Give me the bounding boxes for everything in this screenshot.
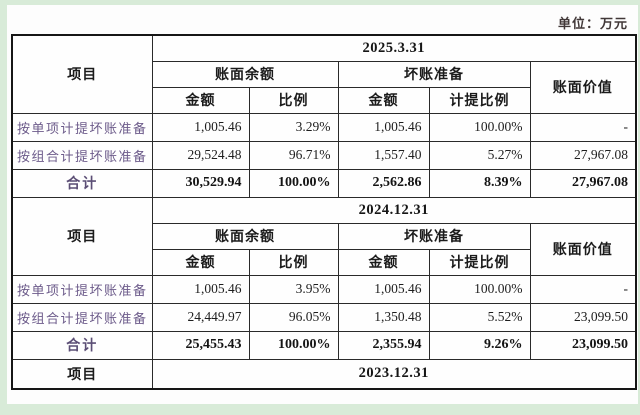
book-value-header: 账面价值: [529, 60, 637, 114]
cell-provision-ratio: 5.27%: [428, 140, 531, 170]
cell-ratio: 96.05%: [248, 302, 339, 332]
table-row: 按组合计提坏账准备 29,524.48 96.71% 1,557.40 5.27…: [11, 140, 637, 170]
table-row: 按组合计提坏账准备 24,449.97 96.05% 1,350.48 5.52…: [11, 302, 637, 332]
unit-label: 单位：万元: [557, 16, 628, 31]
ratio-header: 比例: [248, 86, 339, 114]
section-date: 2024.12.31: [151, 196, 637, 224]
item-header: 项目: [11, 196, 153, 276]
cell-provision-amount: 1,350.48: [337, 302, 430, 332]
item-header: 项目: [11, 358, 153, 390]
cell-provision-ratio: 8.39%: [428, 168, 531, 198]
section-date: 2023.12.31: [151, 358, 637, 390]
cell-ratio: 96.71%: [248, 140, 339, 170]
cell-provision-amount: 2,562.86: [337, 168, 430, 198]
cell-amount: 29,524.48: [151, 140, 250, 170]
bad-debt-provision-table: 项目 2025.3.31 账面余额 坏账准备 账面价值 金额 比例 金额 计提比…: [11, 34, 638, 390]
cell-provision-ratio: 9.26%: [428, 330, 531, 360]
total-row: 合计 30,529.94 100.00% 2,562.86 8.39% 27,9…: [11, 168, 637, 198]
row-label: 按组合计提坏账准备: [11, 140, 153, 170]
total-row: 合计 25,455.43 100.00% 2,355.94 9.26% 23,0…: [11, 330, 637, 360]
amount-header: 金额: [151, 86, 250, 114]
book-value-header: 账面价值: [529, 222, 637, 276]
table-row: 按单项计提坏账准备 1,005.46 3.29% 1,005.46 100.00…: [11, 112, 637, 142]
provision-ratio-header: 计提比例: [428, 86, 531, 114]
cell-book-value: 23,099.50: [529, 330, 637, 360]
amount-header: 金额: [337, 248, 430, 276]
cell-amount: 1,005.46: [151, 274, 250, 304]
table-row: 项目 2023.12.31: [11, 358, 637, 390]
bad-debt-provision-header: 坏账准备: [337, 60, 531, 88]
cell-ratio: 100.00%: [248, 168, 339, 198]
cell-ratio: 3.95%: [248, 274, 339, 304]
section-date: 2025.3.31: [151, 34, 637, 62]
amount-header: 金额: [337, 86, 430, 114]
cell-provision-amount: 1,005.46: [337, 112, 430, 142]
cell-book-value: -: [529, 112, 637, 142]
provision-ratio-header: 计提比例: [428, 248, 531, 276]
total-label: 合计: [11, 330, 153, 360]
table-row: 金额 比例 金额 计提比例: [12, 86, 636, 114]
table-row: 账面余额 坏账准备 账面价值: [12, 60, 637, 114]
table-row: 金额 比例 金额 计提比例: [12, 248, 636, 276]
cell-provision-ratio: 5.52%: [428, 302, 531, 332]
cell-ratio: 100.00%: [248, 330, 339, 360]
table-row: 项目 2024.12.31: [11, 196, 637, 276]
cell-provision-amount: 1,005.46: [337, 274, 430, 304]
cell-provision-amount: 1,557.40: [337, 140, 430, 170]
cell-provision-amount: 2,355.94: [337, 330, 430, 360]
cell-amount: 30,529.94: [151, 168, 250, 198]
cell-ratio: 3.29%: [248, 112, 339, 142]
bad-debt-provision-header: 坏账准备: [337, 222, 531, 250]
table-row: 按单项计提坏账准备 1,005.46 3.95% 1,005.46 100.00…: [11, 274, 637, 304]
cell-amount: 1,005.46: [151, 112, 250, 142]
row-label: 按组合计提坏账准备: [11, 302, 153, 332]
row-label: 按单项计提坏账准备: [11, 112, 153, 142]
cell-amount: 25,455.43: [151, 330, 250, 360]
cell-book-value: -: [529, 274, 637, 304]
total-label: 合计: [11, 168, 153, 198]
cell-amount: 24,449.97: [151, 302, 250, 332]
item-header: 项目: [11, 34, 153, 114]
table-row: 账面余额 坏账准备 账面价值: [12, 222, 637, 276]
cell-provision-ratio: 100.00%: [428, 112, 531, 142]
cell-book-value: 23,099.50: [529, 302, 637, 332]
amount-header: 金额: [151, 248, 250, 276]
book-balance-header: 账面余额: [151, 222, 339, 250]
row-label: 按单项计提坏账准备: [11, 274, 153, 304]
cell-book-value: 27,967.08: [529, 140, 637, 170]
book-balance-header: 账面余额: [151, 60, 339, 88]
cell-provision-ratio: 100.00%: [428, 274, 531, 304]
table-row: 项目 2025.3.31: [11, 34, 637, 114]
cell-book-value: 27,967.08: [529, 168, 637, 198]
ratio-header: 比例: [248, 248, 339, 276]
